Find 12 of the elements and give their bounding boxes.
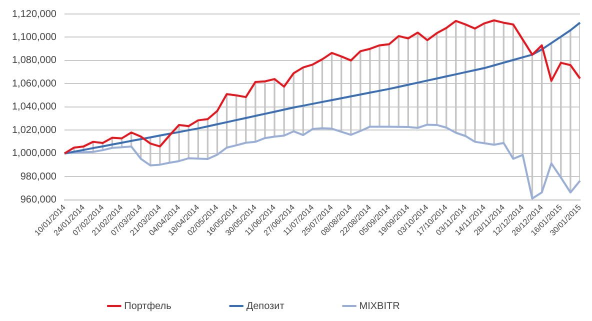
legend-label: Депозит xyxy=(246,300,285,312)
y-tick-label: 1,040,000 xyxy=(12,102,57,113)
y-tick-label: 1,020,000 xyxy=(12,124,57,136)
legend-label: Портфель xyxy=(124,300,172,312)
y-tick-label: 1,080,000 xyxy=(12,55,57,66)
y-tick-label: 1,120,000 xyxy=(12,8,57,20)
y-tick-label: 960,000 xyxy=(20,194,57,206)
y-tick-label: 980,000 xyxy=(20,171,57,182)
y-tick-label: 1,100,000 xyxy=(12,32,57,43)
legend-label: MIXBITR xyxy=(359,300,400,312)
y-tick-label: 1,000,000 xyxy=(12,148,57,160)
y-tick-label: 1,060,000 xyxy=(12,78,57,90)
